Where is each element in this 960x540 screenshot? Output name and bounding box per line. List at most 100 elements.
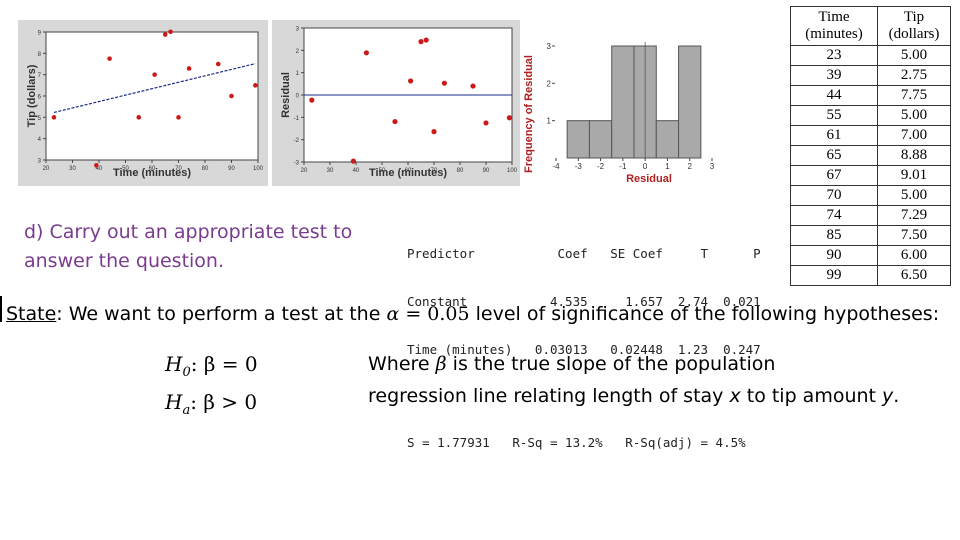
scatterplot-ylabel: Tip (dollars): [26, 64, 38, 127]
scatter-ytick-label: 4: [38, 137, 42, 143]
table-header-tip: Tip (dollars): [877, 6, 951, 46]
scatter-ytick-label: 9: [38, 31, 42, 37]
scatter-xtick-label: 50: [122, 166, 129, 172]
scatter-ytick-label: 3: [38, 159, 42, 165]
tip-cell: 6.50: [877, 265, 951, 286]
data-table: Time (minutes) Tip (dollars) 23 5.00 39 2.7…: [790, 6, 951, 286]
table-row: 55 5.00: [790, 105, 951, 126]
residual-ytick-label: -1: [294, 116, 300, 122]
residual-ytick-label: -2: [294, 138, 300, 144]
table-row: 23 5.00: [790, 45, 951, 66]
residual-point: [392, 118, 398, 125]
residual-point: [350, 158, 356, 164]
scatter-point: [136, 115, 142, 120]
scatter-xtick-label: 70: [175, 166, 182, 172]
scatter-point: [215, 61, 221, 67]
table-row: 65 8.88: [790, 145, 951, 166]
histogram-bar: [678, 45, 702, 159]
residual-histogram-svg: 3 2 1 -4 -3 -2 -1 0 1 2 3 Residual Frequency of R…: [523, 42, 715, 185]
scatterplot-plot-area: [45, 31, 259, 161]
time-cell: 39: [790, 65, 878, 86]
table-row: 85 7.50: [790, 225, 951, 246]
scatterplot-xlabel: Time (minutes): [113, 167, 191, 179]
table-header-row: Time (minutes) Tip (dollars): [790, 6, 951, 46]
table-row: 74 7.29: [790, 205, 951, 226]
tip-cell: 5.00: [877, 45, 951, 66]
table-row: 67 9.01: [790, 165, 951, 186]
regression-line: [53, 63, 256, 114]
residual-xtick-label: 100: [507, 168, 518, 174]
residual-point: [431, 129, 437, 135]
residual-plot-xlabel: Time (minutes): [369, 167, 447, 179]
scatter-xtick-label: 80: [202, 166, 209, 172]
left-rule: [0, 296, 2, 322]
scatter-xtick-label: 40: [96, 166, 103, 172]
scatter-xtick-label: 100: [253, 166, 264, 172]
tip-cell: 5.00: [877, 185, 951, 206]
residual-point: [309, 97, 315, 103]
residual-point: [470, 83, 476, 89]
table-row: 70 5.00: [790, 185, 951, 206]
time-cell: 85: [790, 225, 878, 246]
residual-ytick-label: -3: [294, 161, 300, 167]
time-cell: 61: [790, 125, 878, 146]
histogram-xtick-label: -4: [552, 162, 560, 171]
histogram-bar: [611, 45, 635, 159]
tip-cell: 7.00: [877, 125, 951, 146]
residual-xtick-label: 70: [431, 168, 438, 174]
histogram-xtick-label: -3: [575, 162, 583, 171]
scatterplot-panel: 9 8 7 6 5 4 3 20 30 40 50 60 70 80 90 100 Time (minute…: [18, 20, 268, 186]
scatter-point: [94, 163, 99, 168]
residual-plot-panel: 3 2 1 0 -1 -2 -3 20 30 40 50 60 70 80 90 100 Time (min…: [272, 20, 520, 186]
tip-cell: 2.75: [877, 65, 951, 86]
residual-point: [506, 115, 512, 121]
regression-time: Time (minutes) 0.03013 0.02448 1.23 0.24…: [407, 342, 761, 357]
tip-cell: 7.50: [877, 225, 951, 246]
residual-point: [363, 50, 369, 56]
scatter-ytick-label: 8: [38, 52, 42, 58]
time-cell: 67: [790, 165, 878, 186]
tip-cell: 9.01: [877, 165, 951, 186]
scatter-ytick-label: 7: [38, 73, 42, 79]
histogram-bar: [588, 120, 613, 159]
scatter-point: [152, 72, 157, 77]
residual-point: [418, 39, 424, 45]
scatter-ytick-label: 6: [38, 95, 42, 101]
time-cell: 90: [790, 245, 878, 266]
scatter-point: [229, 93, 234, 99]
table-row: 90 6.00: [790, 245, 951, 266]
scatter-point: [186, 66, 192, 71]
residual-ytick-label: 0: [296, 94, 300, 100]
table-row: 39 2.75: [790, 65, 951, 86]
residual-point: [423, 37, 429, 43]
scatter-ytick-label: 5: [38, 116, 42, 122]
residual-xtick-label: 40: [353, 168, 360, 174]
histogram-bar: [566, 120, 590, 159]
null-hypothesis: H0: β = 0: [165, 352, 258, 380]
time-cell: 74: [790, 205, 878, 226]
scatter-point: [176, 115, 181, 120]
tip-cell: 6.00: [877, 245, 951, 266]
state-label: State: [6, 303, 57, 325]
question-text: d) Carry out an appropriate test to answ…: [24, 221, 353, 272]
table-row: 44 7.75: [790, 85, 951, 106]
residual-xtick-label: 50: [379, 168, 386, 174]
tip-cell: 7.75: [877, 85, 951, 106]
histogram-xlabel: Residual: [626, 173, 672, 185]
scatter-point: [162, 32, 168, 37]
tip-cell: 8.88: [877, 145, 951, 166]
residual-point: [483, 120, 489, 126]
residual-ytick-label: 2: [296, 49, 300, 55]
scatter-point: [253, 83, 258, 88]
residual-ytick-label: 3: [296, 27, 300, 33]
scatter-xtick-label: 60: [149, 166, 156, 172]
time-cell: 23: [790, 45, 878, 66]
tip-cell: 5.00: [877, 105, 951, 126]
time-cell: 55: [790, 105, 878, 126]
table-row: 61 7.00: [790, 125, 951, 146]
residual-xtick-label: 30: [327, 168, 334, 174]
scatter-xtick-label: 20: [43, 166, 50, 172]
residual-point: [441, 80, 447, 86]
state-sentence: State: We want to perform a test at the …: [6, 303, 940, 325]
residual-ytick-label: 1: [296, 71, 300, 77]
